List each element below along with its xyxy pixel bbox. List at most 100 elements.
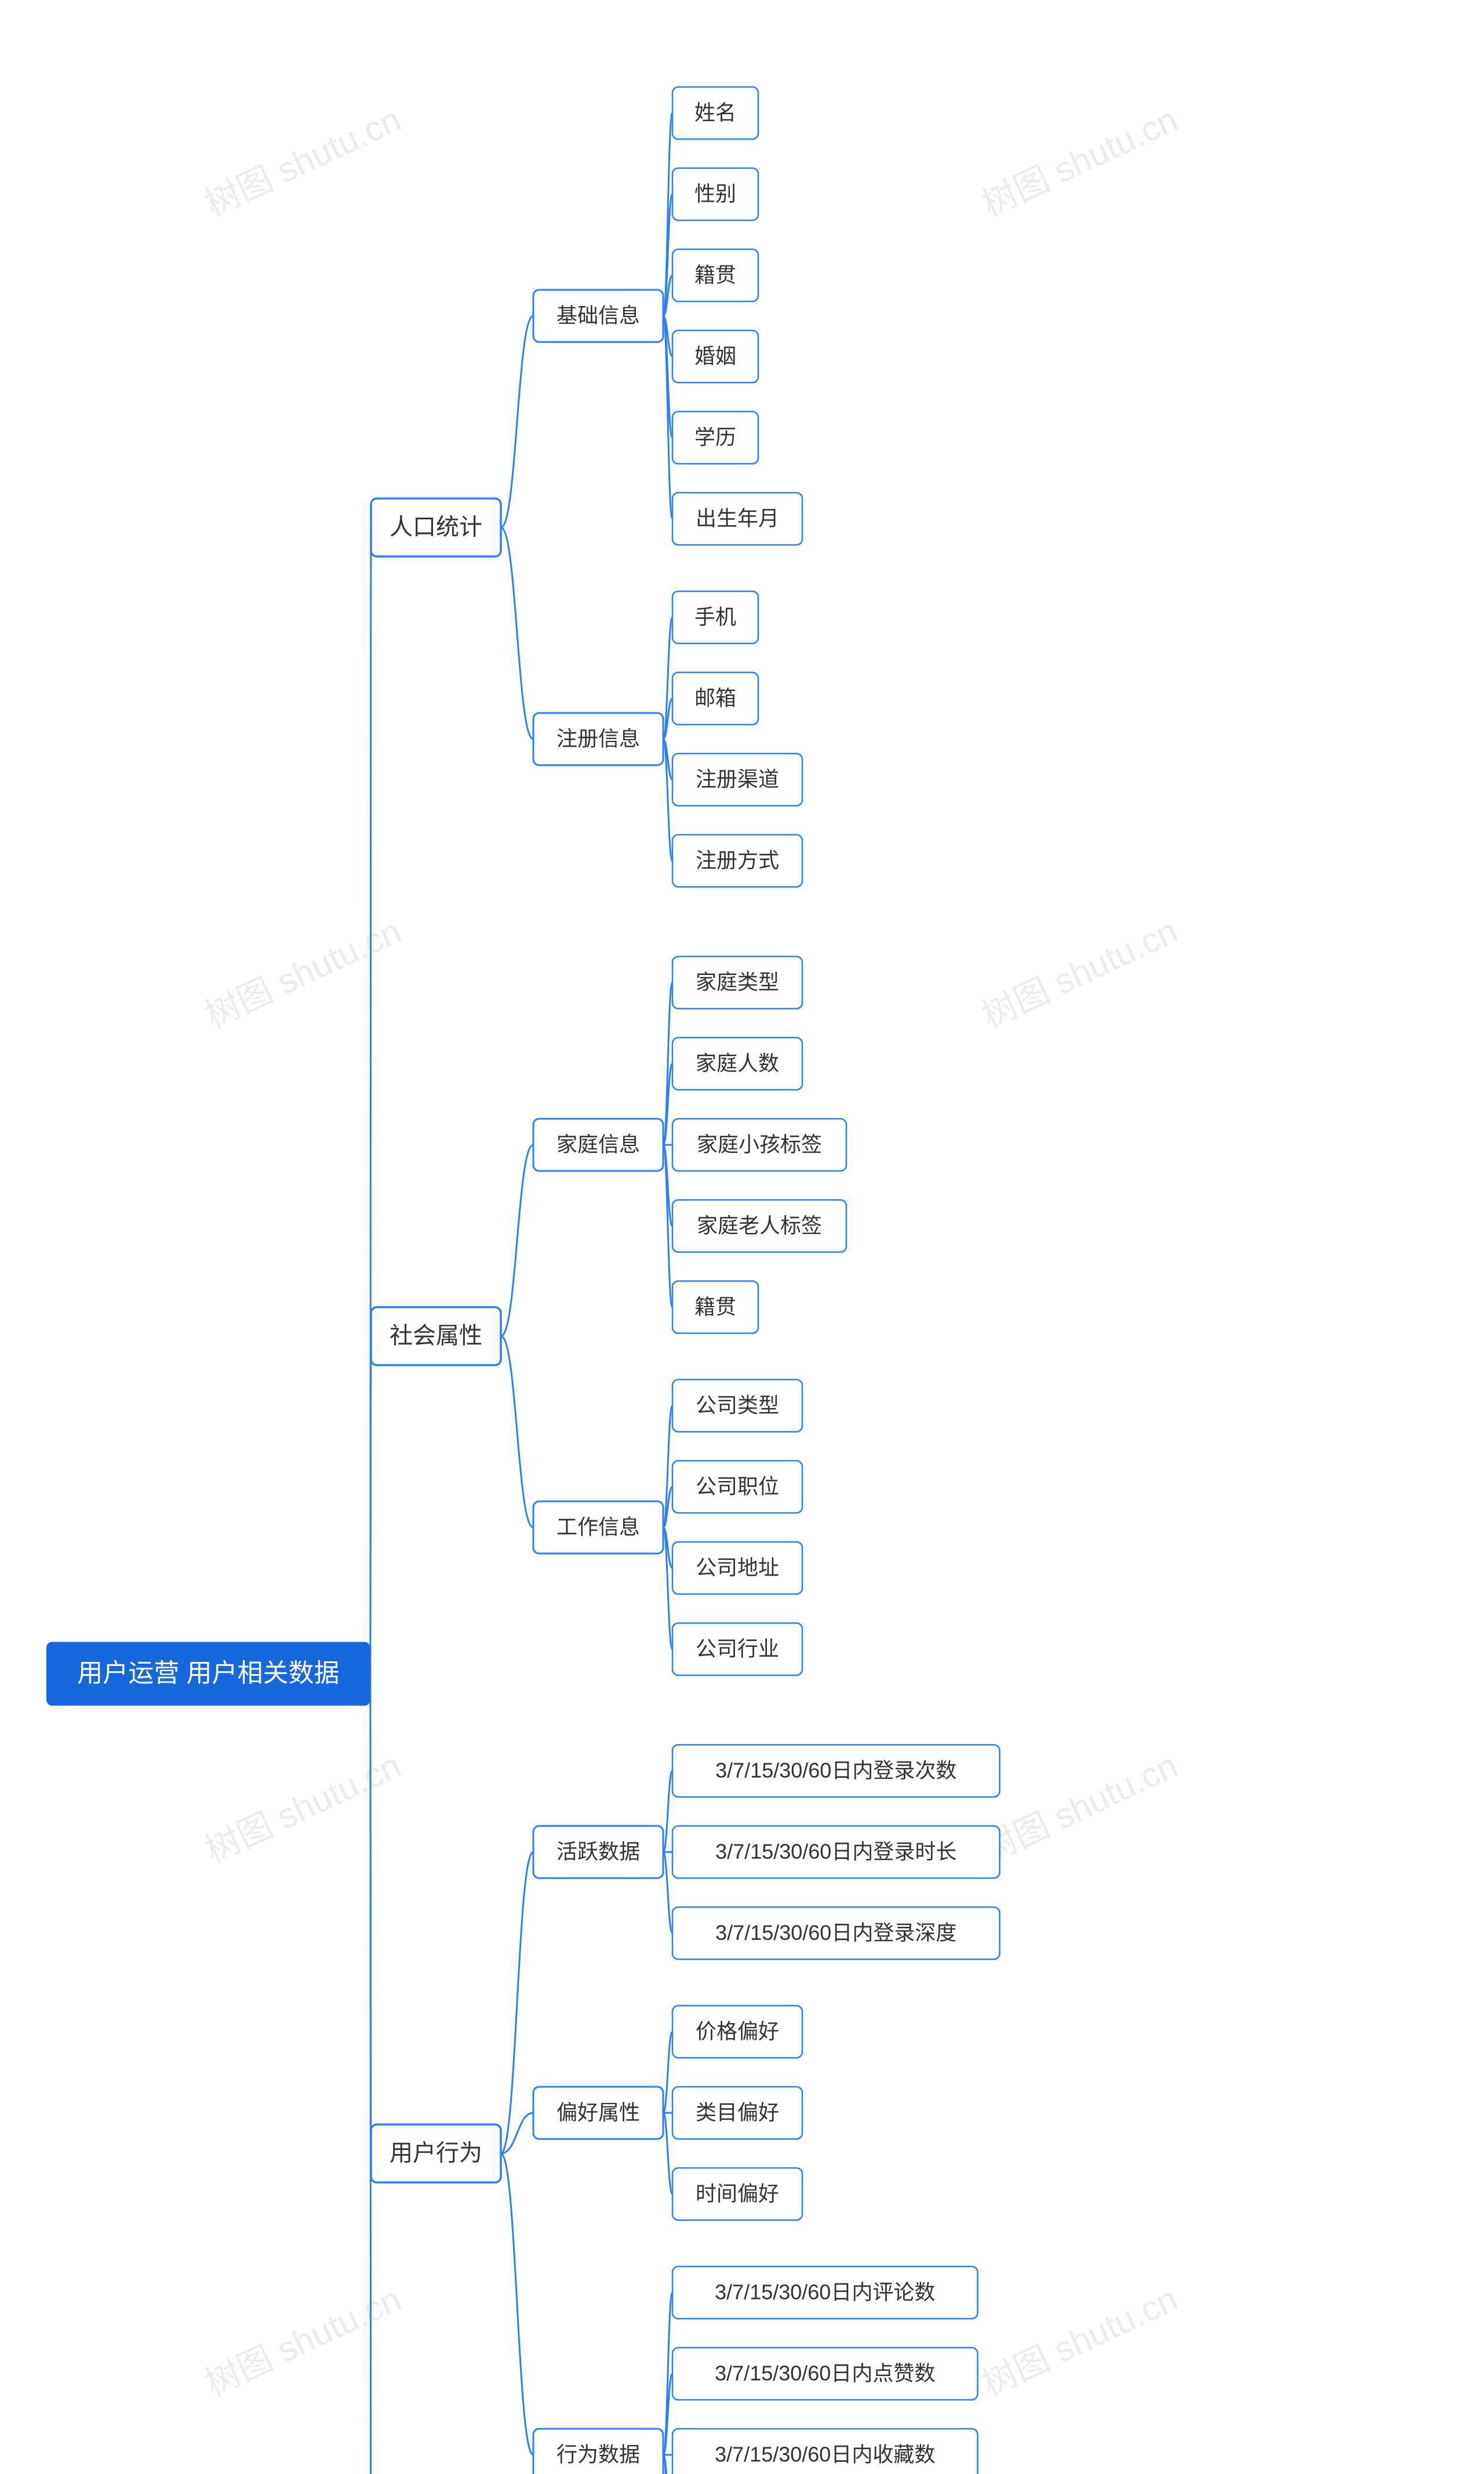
leaf-node[interactable]: 家庭小孩标签 [672,1119,846,1171]
leaf-node-label: 籍贯 [694,263,736,287]
leaf-node[interactable]: 籍贯 [672,249,758,301]
leaf-node-label: 手机 [694,605,736,629]
leaf-node[interactable]: 姓名 [672,87,758,139]
leaf-node-label: 3/7/15/30/60日内评论数 [715,2280,935,2304]
leaf-node[interactable]: 3/7/15/30/60日内登录深度 [672,1907,999,1959]
leaf-node[interactable]: 注册方式 [672,835,802,887]
category-node[interactable]: 人口统计 [371,499,501,556]
leaf-node[interactable]: 手机 [672,591,758,643]
leaf-node-label: 公司行业 [696,1637,779,1661]
leaf-node[interactable]: 公司类型 [672,1380,802,1432]
leaf-node[interactable]: 3/7/15/30/60日内登录时长 [672,1826,999,1878]
connector [501,1145,533,1336]
category-node-label: 用户行为 [390,2141,482,2166]
leaf-node-label: 家庭小孩标签 [697,1133,822,1156]
connector [370,1674,371,2474]
category-node[interactable]: 社会属性 [371,1307,501,1365]
leaf-node[interactable]: 性别 [672,168,758,220]
leaf-node[interactable]: 婚姻 [672,330,758,383]
branch-node-label: 家庭信息 [556,1133,640,1156]
leaf-node-label: 价格偏好 [696,2020,779,2043]
connector [663,2293,672,2455]
branch-node[interactable]: 活跃数据 [533,1826,663,1878]
leaf-node-label: 公司类型 [696,1394,779,1417]
connector [501,1336,533,1527]
branch-node[interactable]: 偏好属性 [533,2087,663,2139]
leaf-node[interactable]: 3/7/15/30/60日内点赞数 [672,2348,977,2400]
branch-node-label: 基础信息 [556,304,640,328]
leaf-node[interactable]: 类目偏好 [672,2087,802,2139]
leaf-node-label: 3/7/15/30/60日内登录次数 [715,1759,956,1782]
category-node-label: 社会属性 [390,1323,482,1349]
branch-node-label: 工作信息 [556,1515,640,1539]
connector [501,316,533,527]
connector [663,1145,672,1307]
leaf-node-label: 学历 [694,425,736,449]
leaf-node-label: 性别 [694,182,736,206]
leaf-node-label: 出生年月 [696,507,779,530]
leaf-node-label: 3/7/15/30/60日内登录时长 [715,1840,956,1864]
root-node[interactable]: 用户运营 用户相关数据 [46,1642,370,1706]
watermark: 树图 shutu.cn [199,2279,407,2403]
leaf-node[interactable]: 家庭人数 [672,1038,802,1090]
watermark: 树图 shutu.cn [199,1746,407,1870]
leaf-node[interactable]: 3/7/15/30/60日内登录次数 [672,1745,999,1797]
leaf-node-label: 3/7/15/30/60日内登录深度 [715,1921,956,1945]
branch-node-label: 注册信息 [556,727,640,751]
leaf-node-label: 公司职位 [696,1475,779,1498]
branch-node[interactable]: 基础信息 [533,290,663,342]
leaf-node[interactable]: 公司职位 [672,1461,802,1513]
leaf-node[interactable]: 家庭老人标签 [672,1200,846,1252]
watermark: 树图 shutu.cn [976,100,1184,224]
leaf-node-label: 家庭类型 [696,970,779,994]
leaf-node[interactable]: 家庭类型 [672,956,802,1009]
leaf-node-label: 3/7/15/30/60日内点赞数 [715,2362,935,2385]
leaf-node-label: 3/7/15/30/60日内收藏数 [715,2443,935,2466]
leaf-node[interactable]: 公司地址 [672,1542,802,1594]
connector [501,527,533,739]
connector [501,1852,533,2153]
leaf-node-label: 邮箱 [694,686,736,710]
leaf-node[interactable]: 3/7/15/30/60日内收藏数 [672,2429,977,2474]
connector [663,113,672,316]
category-node[interactable]: 用户行为 [371,2124,501,2182]
leaf-node[interactable]: 价格偏好 [672,2006,802,2058]
leaf-node[interactable]: 注册渠道 [672,754,802,806]
leaf-node-label: 类目偏好 [696,2101,779,2124]
leaf-node[interactable]: 邮箱 [672,672,758,725]
leaf-node[interactable]: 学历 [672,412,758,464]
connector [663,1852,672,1933]
leaf-node[interactable]: 籍贯 [672,1281,758,1333]
watermark: 树图 shutu.cn [976,911,1184,1035]
nodes: 姓名性别籍贯婚姻学历出生年月手机邮箱注册渠道注册方式家庭类型家庭人数家庭小孩标签… [46,87,1308,2474]
leaf-node[interactable]: 3/7/15/30/60日内评论数 [672,2266,977,2319]
branch-node[interactable]: 行为数据 [533,2429,663,2474]
leaf-node-label: 姓名 [694,101,736,125]
connector [663,1771,672,1852]
leaf-node-label: 家庭人数 [696,1052,779,1075]
leaf-node-label: 时间偏好 [696,2182,779,2206]
branch-node-label: 偏好属性 [556,2101,640,2124]
leaf-node-label: 籍贯 [694,1295,736,1319]
connector [663,2113,672,2194]
leaf-node[interactable]: 出生年月 [672,493,802,545]
branch-node[interactable]: 家庭信息 [533,1119,663,1171]
connector [501,2153,533,2455]
branch-node-label: 行为数据 [556,2443,640,2466]
branch-node-label: 活跃数据 [556,1840,640,1864]
connector [663,316,672,519]
branch-node[interactable]: 工作信息 [533,1501,663,1553]
connector [663,983,672,1145]
branch-node[interactable]: 注册信息 [533,713,663,765]
leaf-node-label: 公司地址 [696,1556,779,1580]
leaf-node[interactable]: 公司行业 [672,1623,802,1675]
connector [370,1336,371,1674]
leaf-node[interactable]: 时间偏好 [672,2168,802,2220]
connector [663,2455,672,2474]
watermark: 树图 shutu.cn [199,911,407,1035]
leaf-node-label: 家庭老人标签 [697,1214,822,1238]
connector [663,2032,672,2113]
watermark: 树图 shutu.cn [976,1746,1184,1870]
leaf-node-label: 注册方式 [696,849,779,872]
leaf-node-label: 婚姻 [694,344,736,368]
